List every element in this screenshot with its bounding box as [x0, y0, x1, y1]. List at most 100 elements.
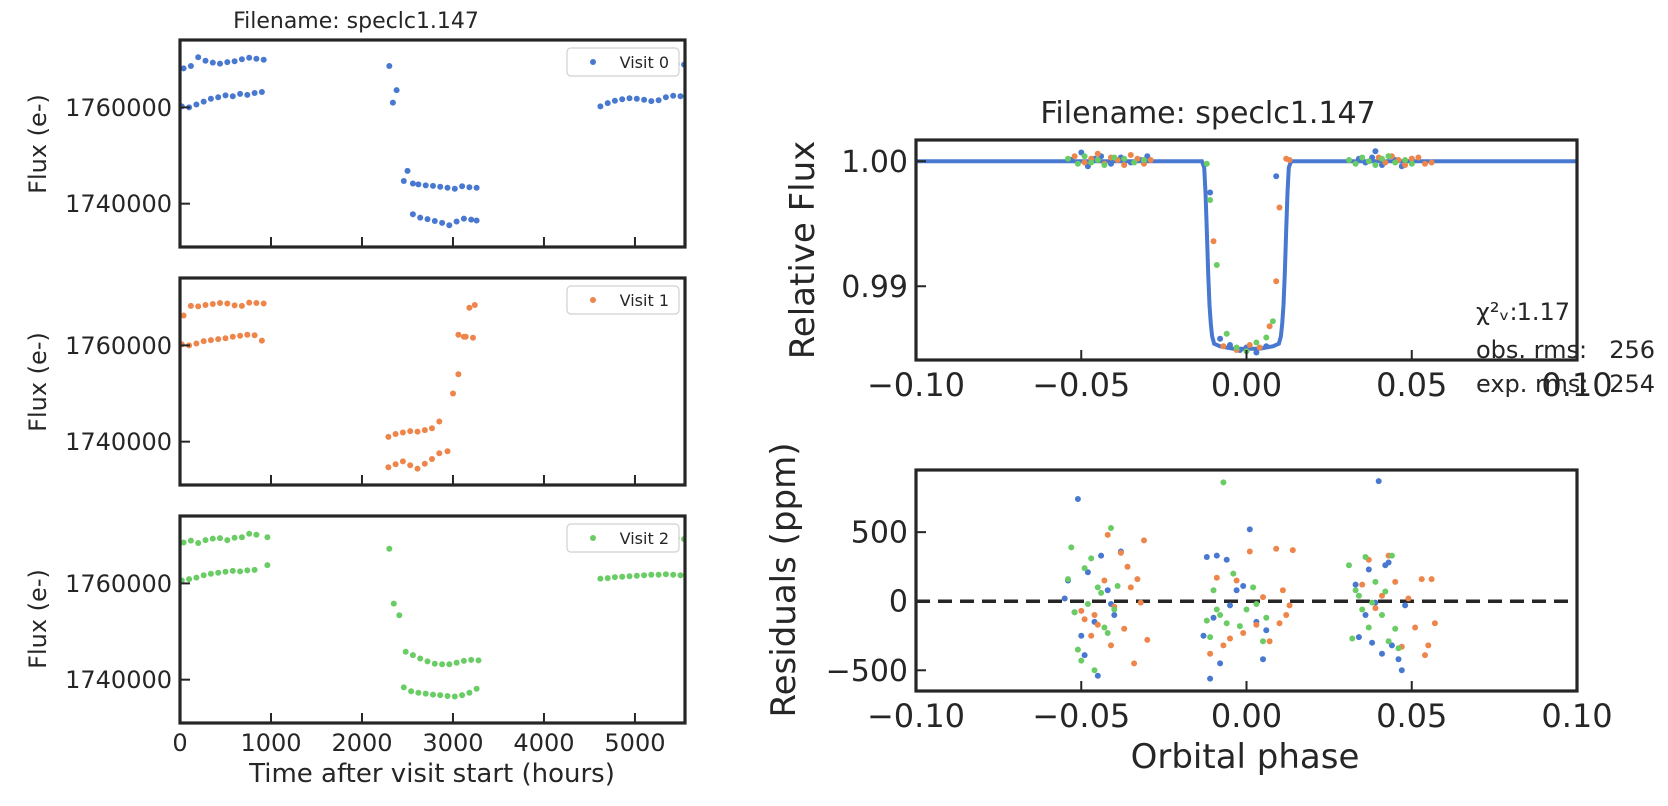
time-series-panel-visit-0: 1740000 1760000 Visit 0	[65, 38, 687, 249]
data-point-visit-1	[209, 301, 216, 307]
data-point-visit-0	[1098, 552, 1105, 559]
data-point-visit-2	[1104, 630, 1111, 636]
time-series-panel-visit-2: 0 1000 2000 3000 4000 5000 1740000 1760000 Visit…	[65, 514, 687, 757]
data-point-visit-1	[1428, 159, 1435, 166]
data-point-visit-2	[229, 567, 236, 574]
data-point-visit-0	[229, 93, 236, 100]
data-point-visit-0	[670, 92, 677, 99]
data-point-visit-1	[1279, 587, 1286, 594]
data-point-visit-2	[422, 690, 429, 697]
data-point-visit-0	[1385, 559, 1392, 566]
plot-frame	[178, 514, 687, 725]
x-tick-label: 0.10	[1541, 697, 1612, 735]
data-point-visit-2	[1402, 157, 1409, 163]
x-tick-label: 0.05	[1376, 697, 1447, 735]
data-point-visit-1	[1220, 343, 1227, 350]
right-ylabel-top: Relative Flux	[783, 141, 823, 360]
data-point-visit-2	[195, 540, 202, 546]
data-point-visit-0	[1200, 632, 1207, 639]
data-point-visit-0	[258, 89, 265, 95]
data-point-visit-2	[1349, 635, 1356, 642]
data-point-visit-0	[231, 58, 238, 65]
data-point-visit-0	[633, 95, 640, 102]
data-point-visit-1	[1207, 650, 1214, 657]
data-point-visit-2	[1078, 657, 1085, 664]
data-point-visit-1	[392, 461, 399, 468]
data-point-visit-1	[193, 340, 200, 347]
data-point-visit-1	[1108, 642, 1114, 649]
data-point-visit-0	[424, 216, 431, 223]
data-point-visit-0	[604, 100, 611, 107]
data-point-visit-1	[244, 331, 251, 338]
left-panel-title: Filename: speclc1.147	[233, 9, 479, 34]
y-tick-label: 1740000	[65, 190, 172, 218]
data-point-visit-1	[1276, 204, 1283, 211]
data-point-visit-1	[399, 429, 406, 436]
data-point-visit-2	[430, 691, 436, 698]
data-point-visit-1	[1273, 545, 1280, 552]
data-point-visit-2	[655, 571, 662, 578]
data-point-visit-0	[1223, 556, 1230, 563]
data-point-visit-1	[1253, 621, 1260, 628]
data-point-visit-1	[1428, 576, 1435, 583]
data-point-visit-1	[1094, 150, 1101, 157]
data-point-visit-1	[1117, 549, 1124, 556]
data-point-visit-1	[1276, 620, 1283, 627]
data-point-visit-1	[1256, 344, 1263, 351]
data-point-visit-1	[202, 302, 209, 308]
data-point-visit-2	[1207, 634, 1214, 641]
data-point-visit-2	[1379, 155, 1385, 162]
data-point-visit-2	[1395, 645, 1402, 652]
y-tick-label: 0.99	[841, 270, 908, 305]
data-point-visit-0	[459, 183, 466, 190]
data-point-visit-1	[471, 302, 478, 308]
data-point-visit-0	[187, 63, 194, 69]
data-point-visit-1	[1071, 153, 1078, 160]
data-point-visit-2	[409, 652, 416, 659]
data-point-visit-2	[264, 562, 271, 569]
data-point-visit-0	[193, 101, 200, 108]
data-point-visit-2	[1346, 157, 1352, 163]
data-point-visit-0	[409, 180, 416, 187]
data-point-visit-2	[604, 575, 611, 582]
data-point-visit-2	[473, 685, 480, 692]
data-point-visit-1	[470, 334, 476, 341]
legend-box	[566, 285, 680, 315]
data-point-visit-2	[1385, 638, 1392, 645]
data-point-visit-1	[1094, 621, 1101, 628]
data-point-visit-0	[1233, 587, 1240, 594]
legend: Visit 2	[566, 523, 680, 553]
legend: Visit 0	[566, 47, 680, 77]
data-point-visit-2	[231, 534, 238, 541]
data-point-visit-0	[180, 65, 187, 72]
data-point-visit-0	[473, 184, 480, 191]
data-point-visit-1	[180, 312, 187, 319]
data-point-visit-0	[200, 98, 207, 105]
data-point-visit-0	[453, 218, 460, 225]
x-tick-label: 0.10	[1541, 366, 1612, 404]
data-point-visit-0	[417, 214, 424, 221]
data-point-visit-0	[1108, 160, 1114, 167]
legend-marker	[590, 59, 596, 65]
data-point-visit-2	[1101, 624, 1108, 631]
data-point-visit-2	[453, 659, 460, 666]
data-point-visit-2	[224, 537, 231, 544]
data-point-visit-2	[1074, 646, 1081, 653]
data-point-visit-2	[1269, 318, 1276, 325]
data-point-visit-2	[1094, 584, 1101, 591]
data-point-visit-0	[1402, 602, 1409, 609]
data-point-visit-1	[1134, 576, 1141, 583]
data-point-visit-1	[462, 333, 469, 340]
data-point-visit-0	[460, 215, 467, 222]
data-point-visit-2	[468, 656, 475, 663]
data-point-visit-2	[264, 534, 271, 541]
data-point-visit-1	[421, 460, 428, 467]
x-tick-label: −0.10	[867, 366, 965, 404]
data-point-visit-2	[1094, 157, 1101, 163]
data-point-visit-2	[1379, 612, 1385, 618]
data-point-visit-0	[400, 178, 407, 184]
data-point-visit-0	[1355, 634, 1362, 641]
data-point-visit-2	[1346, 562, 1352, 569]
data-point-visit-1	[385, 464, 392, 471]
data-point-visit-0	[1081, 652, 1088, 659]
